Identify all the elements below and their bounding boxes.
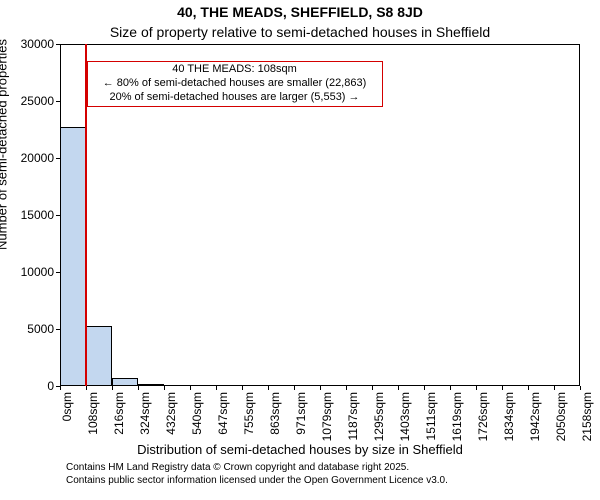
histogram-bar (86, 326, 112, 386)
x-tick-mark (528, 386, 529, 390)
x-tick-label: 2050sqm (554, 392, 568, 441)
x-tick-label: 0sqm (60, 392, 74, 421)
x-tick-label: 647sqm (216, 392, 230, 435)
x-tick-label: 2158sqm (580, 392, 594, 441)
x-tick-mark (502, 386, 503, 390)
y-tick-mark (56, 329, 60, 330)
histogram-bar (138, 384, 164, 386)
y-tick-mark (56, 158, 60, 159)
x-tick-label: 1403sqm (398, 392, 412, 441)
x-tick-mark (112, 386, 113, 390)
x-tick-mark (346, 386, 347, 390)
x-tick-label: 1619sqm (450, 392, 464, 441)
x-tick-label: 971sqm (294, 392, 308, 435)
histogram-bar (112, 378, 138, 386)
annotation-line-2: ← 80% of semi-detached houses are smalle… (92, 77, 378, 91)
x-tick-label: 1726sqm (476, 392, 490, 441)
annotation-box: 40 THE MEADS: 108sqm ← 80% of semi-detac… (87, 61, 383, 107)
y-tick-label: 15000 (21, 208, 54, 222)
attribution-text: Contains HM Land Registry data © Crown c… (66, 462, 448, 487)
histogram-bar (60, 127, 86, 386)
x-tick-mark (476, 386, 477, 390)
x-tick-mark (86, 386, 87, 390)
x-tick-mark (242, 386, 243, 390)
attribution-line-2: Contains public sector information licen… (66, 475, 448, 488)
x-tick-mark (216, 386, 217, 390)
x-tick-label: 863sqm (268, 392, 282, 435)
y-tick-mark (56, 101, 60, 102)
x-tick-label: 1511sqm (424, 392, 438, 440)
x-tick-label: 432sqm (164, 392, 178, 435)
x-tick-mark (268, 386, 269, 390)
y-axis-label: Number of semi-detached properties (0, 39, 10, 250)
y-tick-label: 5000 (27, 322, 54, 336)
x-tick-label: 1834sqm (502, 392, 516, 441)
x-tick-mark (138, 386, 139, 390)
y-tick-label: 25000 (21, 94, 54, 108)
x-tick-label: 1295sqm (372, 392, 386, 441)
x-tick-label: 216sqm (112, 392, 126, 435)
x-axis-label: Distribution of semi-detached houses by … (0, 442, 600, 457)
x-tick-label: 324sqm (138, 392, 152, 435)
x-tick-mark (450, 386, 451, 390)
x-tick-mark (554, 386, 555, 390)
y-tick-label: 30000 (21, 37, 54, 51)
x-tick-mark (372, 386, 373, 390)
x-tick-mark (320, 386, 321, 390)
y-tick-mark (56, 44, 60, 45)
chart-container: 40, THE MEADS, SHEFFIELD, S8 8JD Size of… (0, 0, 600, 500)
x-tick-mark (164, 386, 165, 390)
y-tick-label: 0 (47, 379, 54, 393)
x-tick-label: 1187sqm (346, 392, 360, 440)
plot-area: 050001000015000200002500030000 0sqm108sq… (60, 44, 580, 386)
annotation-line-3: 20% of semi-detached houses are larger (… (92, 91, 378, 105)
attribution-line-1: Contains HM Land Registry data © Crown c… (66, 462, 448, 475)
axis-line-top (60, 44, 580, 45)
y-tick-label: 10000 (21, 265, 54, 279)
x-tick-label: 540sqm (190, 392, 204, 435)
axis-line-right (579, 44, 580, 386)
annotation-line-1: 40 THE MEADS: 108sqm (92, 63, 378, 77)
x-tick-mark (398, 386, 399, 390)
x-tick-mark (60, 386, 61, 390)
x-tick-label: 1942sqm (528, 392, 542, 441)
x-tick-label: 108sqm (86, 392, 100, 435)
x-tick-mark (294, 386, 295, 390)
x-tick-mark (424, 386, 425, 390)
y-tick-label: 20000 (21, 151, 54, 165)
y-tick-mark (56, 215, 60, 216)
y-tick-mark (56, 272, 60, 273)
x-tick-label: 1079sqm (320, 392, 334, 441)
chart-title-line2: Size of property relative to semi-detach… (0, 24, 600, 40)
x-tick-label: 755sqm (242, 392, 256, 435)
x-tick-mark (190, 386, 191, 390)
chart-title-line1: 40, THE MEADS, SHEFFIELD, S8 8JD (0, 4, 600, 20)
x-tick-mark (580, 386, 581, 390)
